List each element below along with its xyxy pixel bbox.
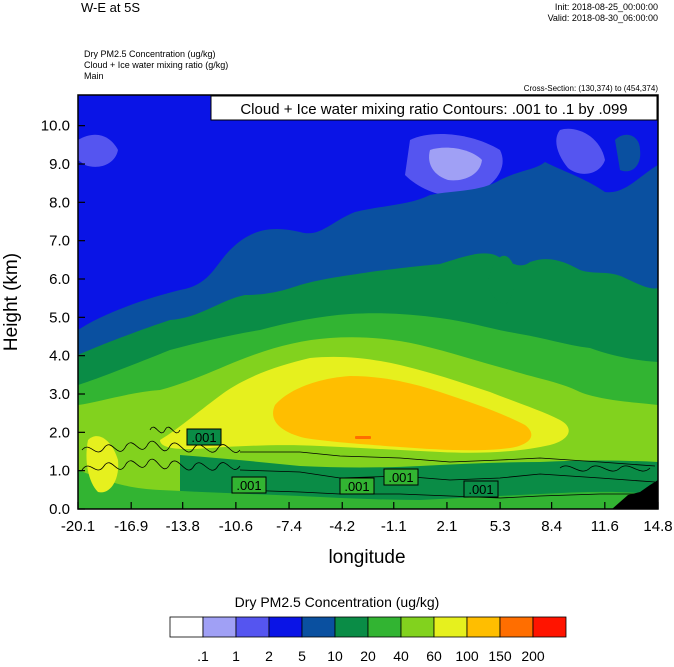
y-tick-label: 9.0 bbox=[49, 156, 70, 173]
colorbar-swatch bbox=[235, 616, 270, 638]
colorbar-level: 200 bbox=[521, 648, 545, 664]
y-tick-label: 0.0 bbox=[49, 501, 70, 518]
y-tick-label: 7.0 bbox=[49, 233, 70, 250]
colorbar-swatch bbox=[466, 616, 501, 638]
colorbar-swatch bbox=[400, 616, 435, 638]
colorbar-level: 2 bbox=[265, 648, 273, 664]
contour-label: .001 bbox=[191, 430, 216, 445]
colorbar-level: 20 bbox=[360, 648, 376, 664]
band-1-pocket-b bbox=[429, 147, 482, 181]
x-tick-label: -16.9 bbox=[114, 518, 148, 535]
colorbar-level: .1 bbox=[197, 648, 209, 664]
colorbar-swatch bbox=[301, 616, 336, 638]
terrain bbox=[612, 480, 658, 509]
x-tick-label: 8.4 bbox=[541, 518, 562, 535]
contour-label: .001 bbox=[468, 482, 493, 497]
field-cloud: Cloud + Ice water mixing ratio (g/kg) bbox=[84, 60, 229, 70]
band-1-pocket-d bbox=[78, 134, 118, 167]
x-tick-label: 11.6 bbox=[591, 518, 619, 535]
colorbar-swatch bbox=[334, 616, 369, 638]
contour-info-label: Cloud + Ice water mixing ratio Contours:… bbox=[240, 101, 627, 118]
y-tick-label: 1.0 bbox=[49, 463, 70, 480]
band-200-spot bbox=[355, 436, 371, 439]
colorbar-swatch bbox=[367, 616, 402, 638]
cross-section-info: Cross-Section: (130,374) to (454,374) bbox=[523, 84, 658, 93]
valid-time: Valid: 2018-08-30_06:00:00 bbox=[547, 13, 658, 23]
x-tick-label: -10.6 bbox=[219, 518, 253, 535]
y-tick-label: 3.0 bbox=[49, 386, 70, 403]
colorbar-title: Dry PM2.5 Concentration (ug/kg) bbox=[234, 594, 440, 610]
band-10-tower bbox=[615, 134, 641, 172]
contour-label-group: .001 .001 .001 .001 .001 bbox=[186, 428, 499, 498]
contour-label: .001 bbox=[344, 479, 369, 494]
field-list: Dry PM2.5 Concentration (ug/kg) Cloud + … bbox=[84, 49, 228, 82]
surface-layer-green bbox=[78, 470, 658, 509]
colorbar-swatch bbox=[499, 616, 534, 638]
band-1-pocket-c bbox=[556, 128, 605, 174]
field-main: Main bbox=[84, 71, 104, 81]
colorbar-level: 10 bbox=[327, 648, 343, 664]
contour-label: .001 bbox=[388, 470, 413, 485]
colorbar-level: 1 bbox=[232, 648, 240, 664]
x-tick-label: -20.1 bbox=[61, 518, 95, 535]
colorbar-level: 5 bbox=[298, 648, 306, 664]
colorbar-swatch bbox=[433, 616, 468, 638]
x-tick-label: 5.3 bbox=[490, 518, 511, 535]
x-tick-label: -7.4 bbox=[276, 518, 302, 535]
plot-title: W-E at 5S bbox=[81, 0, 141, 15]
contour-lines bbox=[81, 426, 656, 499]
colorbar-level: 60 bbox=[426, 648, 442, 664]
colorbar-level: 100 bbox=[455, 648, 479, 664]
contour-label: .001 bbox=[236, 478, 261, 493]
y-tick-label: 2.0 bbox=[49, 424, 70, 441]
y-tick-label: 4.0 bbox=[49, 348, 70, 365]
y-tick-label: 8.0 bbox=[49, 194, 70, 211]
init-time: Init: 2018-08-25_00:00:00 bbox=[554, 2, 658, 12]
x-tick-label: 2.1 bbox=[437, 518, 458, 535]
colorbar-level: 150 bbox=[488, 648, 512, 664]
x-tick-label: -1.1 bbox=[381, 518, 407, 535]
contour-info-box bbox=[210, 95, 658, 121]
y-tick-label: 5.0 bbox=[49, 309, 70, 326]
field-pm25: Dry PM2.5 Concentration (ug/kg) bbox=[84, 49, 216, 59]
plot-frame bbox=[77, 94, 659, 510]
y-tick-label: 6.0 bbox=[49, 271, 70, 288]
shaded-field bbox=[78, 95, 658, 509]
x-tick-label: -13.8 bbox=[166, 518, 200, 535]
y-axis: 0.0 1.0 2.0 3.0 4.0 5.0 6.0 7.0 8.0 9.0 10.0 bbox=[41, 118, 85, 518]
colorbar-swatch bbox=[169, 616, 204, 638]
band-150 bbox=[273, 376, 532, 451]
colorbar-swatch bbox=[532, 616, 567, 638]
x-axis: -20.1 -16.9 -13.8 -10.6 -7.4 -4.2 -1.1 2.1 5.3 8.… bbox=[61, 502, 673, 535]
time-info: Init: 2018-08-25_00:00:00 Valid: 2018-08… bbox=[548, 2, 658, 24]
x-tick-label: -4.2 bbox=[329, 518, 355, 535]
x-axis-label: longitude bbox=[328, 547, 405, 568]
colorbar: .1 1 2 5 10 20 40 60 100 150 200 bbox=[169, 616, 567, 664]
band-20-plume bbox=[487, 255, 516, 305]
colorbar-swatch bbox=[268, 616, 303, 638]
y-axis-label: Height (km) bbox=[1, 253, 22, 351]
y-tick-label: 10.0 bbox=[41, 118, 70, 135]
colorbar-swatch bbox=[202, 616, 237, 638]
colorbar-level: 40 bbox=[393, 648, 409, 664]
x-tick-label: 14.8 bbox=[643, 518, 672, 535]
